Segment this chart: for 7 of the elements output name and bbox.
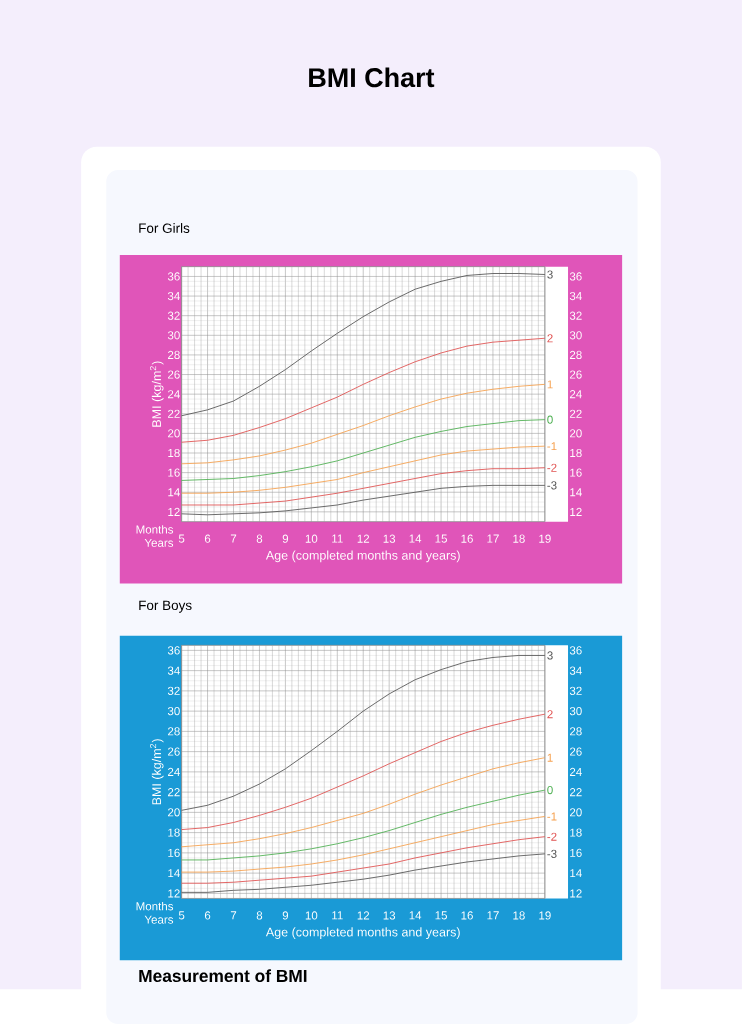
line-series (181, 655, 546, 811)
text: Measurement of BMI (139, 969, 307, 983)
chart-title: BMI Chart (309, 67, 435, 88)
line-series (181, 713, 546, 831)
line-series (181, 273, 546, 417)
line-series (181, 383, 546, 465)
line-series (181, 836, 546, 884)
